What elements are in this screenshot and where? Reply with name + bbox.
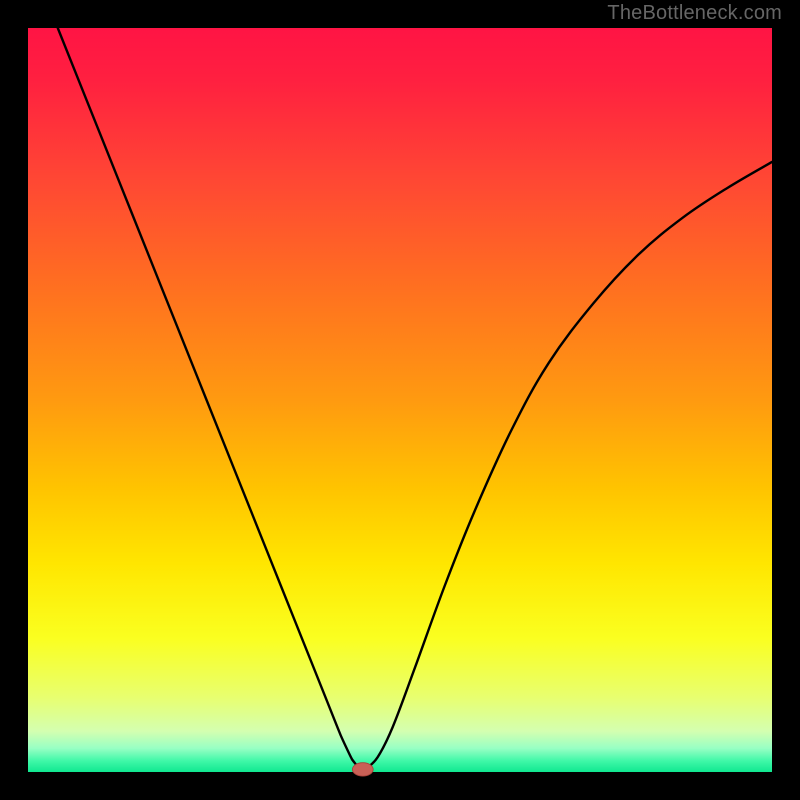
bottleneck-chart: TheBottleneck.com bbox=[0, 0, 800, 800]
chart-svg bbox=[0, 0, 800, 800]
watermark-text: TheBottleneck.com bbox=[607, 2, 782, 25]
